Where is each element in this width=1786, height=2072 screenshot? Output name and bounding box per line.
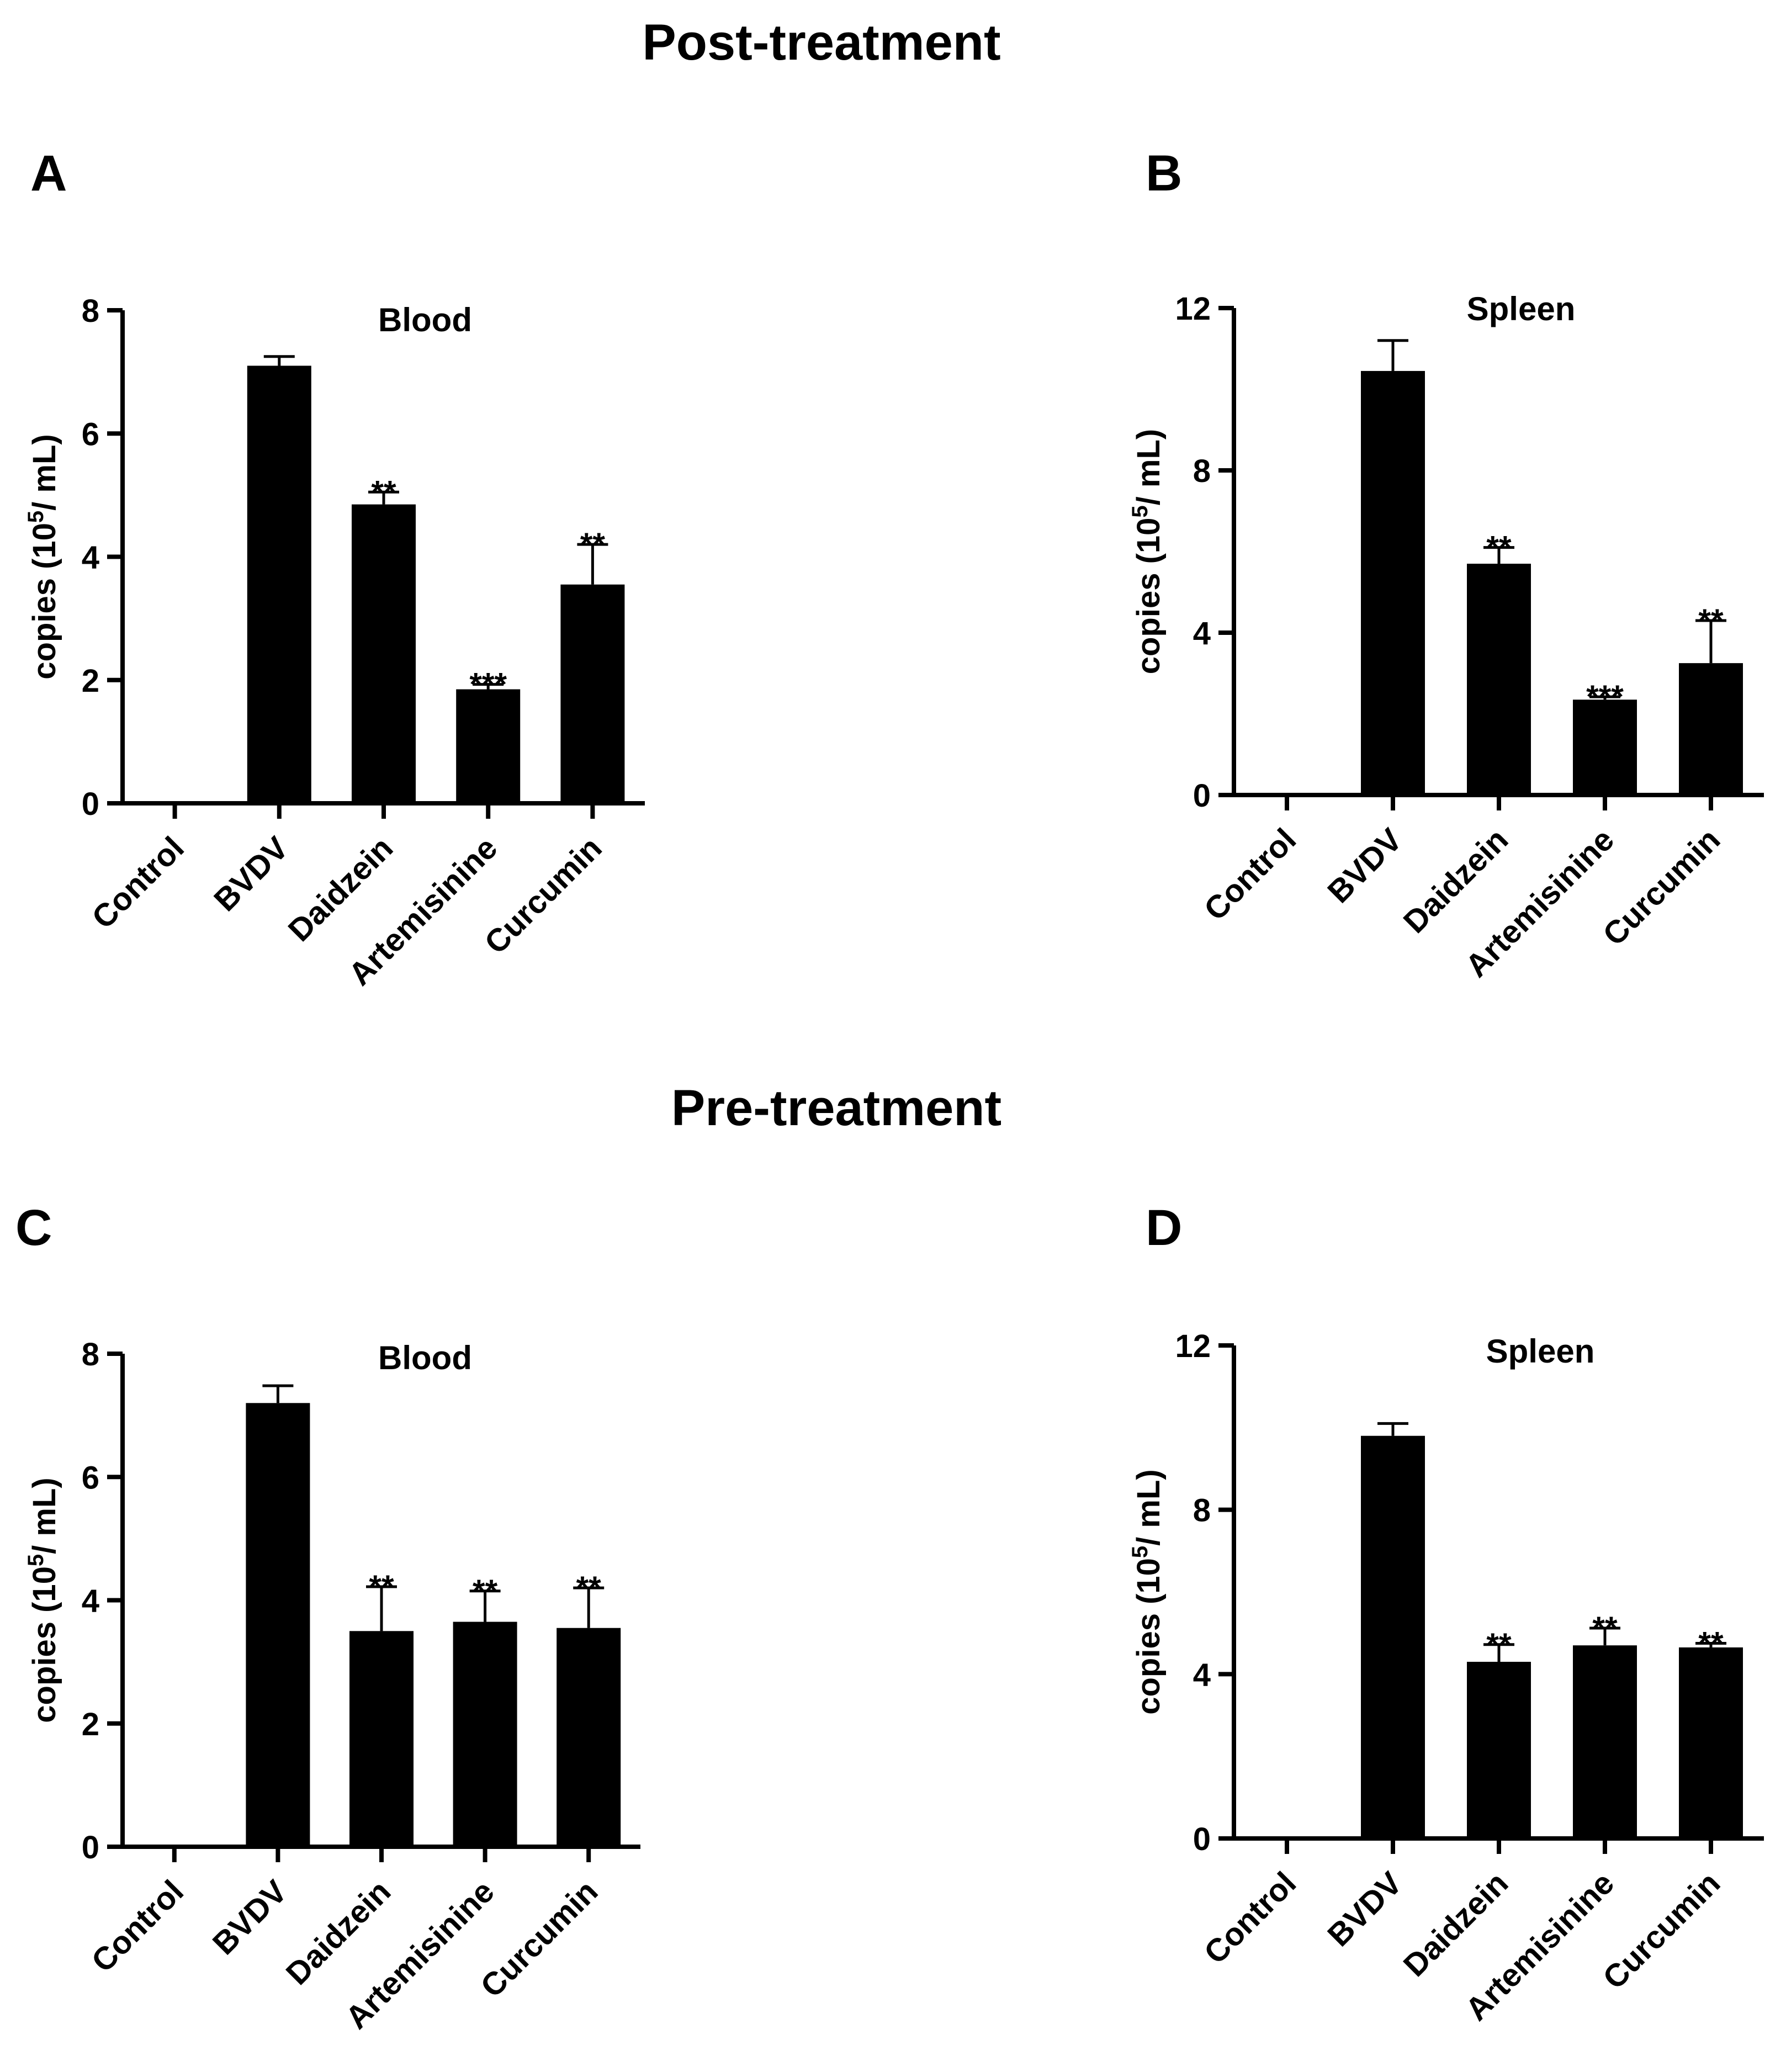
y-axis-label: copies (105/ mL) — [1128, 429, 1167, 674]
significance-label: *** — [469, 667, 507, 703]
significance-label: ** — [1698, 1626, 1724, 1662]
bar-artemisinine — [1573, 1645, 1637, 1838]
chart-title: Spleen — [1486, 1333, 1595, 1370]
bar-artemisinine — [1573, 700, 1637, 795]
y-tick-label: 4 — [1193, 616, 1211, 651]
bar-artemisinine — [453, 1621, 517, 1847]
bar-bvdv — [246, 1403, 310, 1847]
significance-label: ** — [473, 1573, 498, 1609]
significance-label: ** — [576, 1570, 602, 1606]
y-tick-label: 0 — [82, 786, 99, 822]
bar-daidzein — [352, 504, 416, 803]
bar-daidzein — [349, 1631, 414, 1847]
y-tick-label: 2 — [82, 1707, 99, 1742]
y-tick-label: 4 — [82, 1583, 99, 1619]
chart-d-spleen-pre: Spleen 0 4 8 12 copies (105/ mL) Control BVDV **… — [1128, 1328, 1764, 2028]
chart-title: Spleen — [1467, 290, 1576, 327]
x-category-label: Curcumin — [1596, 1865, 1727, 1996]
x-category-label: Control — [1197, 822, 1303, 928]
x-category-label: BVDV — [207, 830, 295, 918]
significance-label: ** — [1486, 1627, 1512, 1663]
panel-label-a: A — [30, 145, 67, 202]
significance-label: ** — [580, 527, 606, 563]
y-tick-label: 8 — [82, 293, 99, 329]
x-category-label: Control — [84, 1873, 190, 1979]
section-title-pre-treatment: Pre-treatment — [671, 1080, 1001, 1136]
bar-bvdv — [1361, 1435, 1425, 1838]
panel-label-d: D — [1146, 1200, 1182, 1256]
x-category-label: BVDV — [206, 1873, 294, 1962]
section-title-post-treatment: Post-treatment — [642, 14, 1000, 71]
panel-label-c: C — [15, 1200, 52, 1256]
bar-bvdv — [1361, 370, 1425, 795]
x-category-label: Curcumin — [1596, 822, 1727, 952]
bar-artemisinine — [456, 689, 521, 803]
y-axis-label: copies (105/ mL) — [24, 434, 62, 679]
y-tick-label: 12 — [1175, 1328, 1211, 1364]
y-axis-label: copies (105/ mL) — [1128, 1469, 1167, 1714]
y-tick-label: 12 — [1175, 291, 1211, 327]
chart-b-spleen-post: Spleen 0 4 8 12 copies (105/ mL) Control BVDV **… — [1128, 290, 1764, 984]
y-tick-label: 6 — [82, 1460, 99, 1496]
x-category-label: BVDV — [1321, 1865, 1409, 1953]
y-tick-label: 2 — [82, 663, 99, 699]
bar-curcumin — [557, 1628, 621, 1847]
x-category-label: Control — [85, 830, 191, 936]
y-tick-label: 0 — [1193, 1821, 1211, 1857]
y-axis-label: copies (105/ mL) — [24, 1477, 62, 1723]
bar-daidzein — [1467, 564, 1531, 795]
y-tick-label: 8 — [82, 1337, 99, 1372]
significance-label: ** — [1592, 1610, 1618, 1646]
bar-curcumin — [1679, 663, 1743, 795]
significance-label: ** — [369, 1569, 394, 1605]
x-category-label: BVDV — [1321, 822, 1409, 910]
y-tick-label: 8 — [1193, 1493, 1211, 1529]
chart-title: Blood — [378, 301, 472, 338]
y-tick-label: 0 — [1193, 778, 1211, 814]
y-tick-label: 4 — [82, 540, 99, 576]
bar-curcumin — [560, 584, 625, 803]
significance-label: ** — [371, 474, 396, 510]
chart-title: Blood — [378, 1339, 472, 1376]
x-category-label: Control — [1197, 1865, 1303, 1971]
y-tick-label: 0 — [82, 1830, 99, 1866]
significance-label: ** — [1486, 530, 1512, 566]
bar-daidzein — [1467, 1662, 1531, 1838]
bar-curcumin — [1679, 1647, 1743, 1838]
significance-label: ** — [1698, 603, 1724, 639]
bar-bvdv — [247, 365, 311, 803]
y-tick-label: 6 — [82, 416, 99, 452]
y-tick-label: 8 — [1193, 453, 1211, 489]
significance-label: *** — [1586, 679, 1624, 715]
panel-label-b: B — [1146, 145, 1182, 202]
y-tick-label: 4 — [1193, 1657, 1211, 1693]
